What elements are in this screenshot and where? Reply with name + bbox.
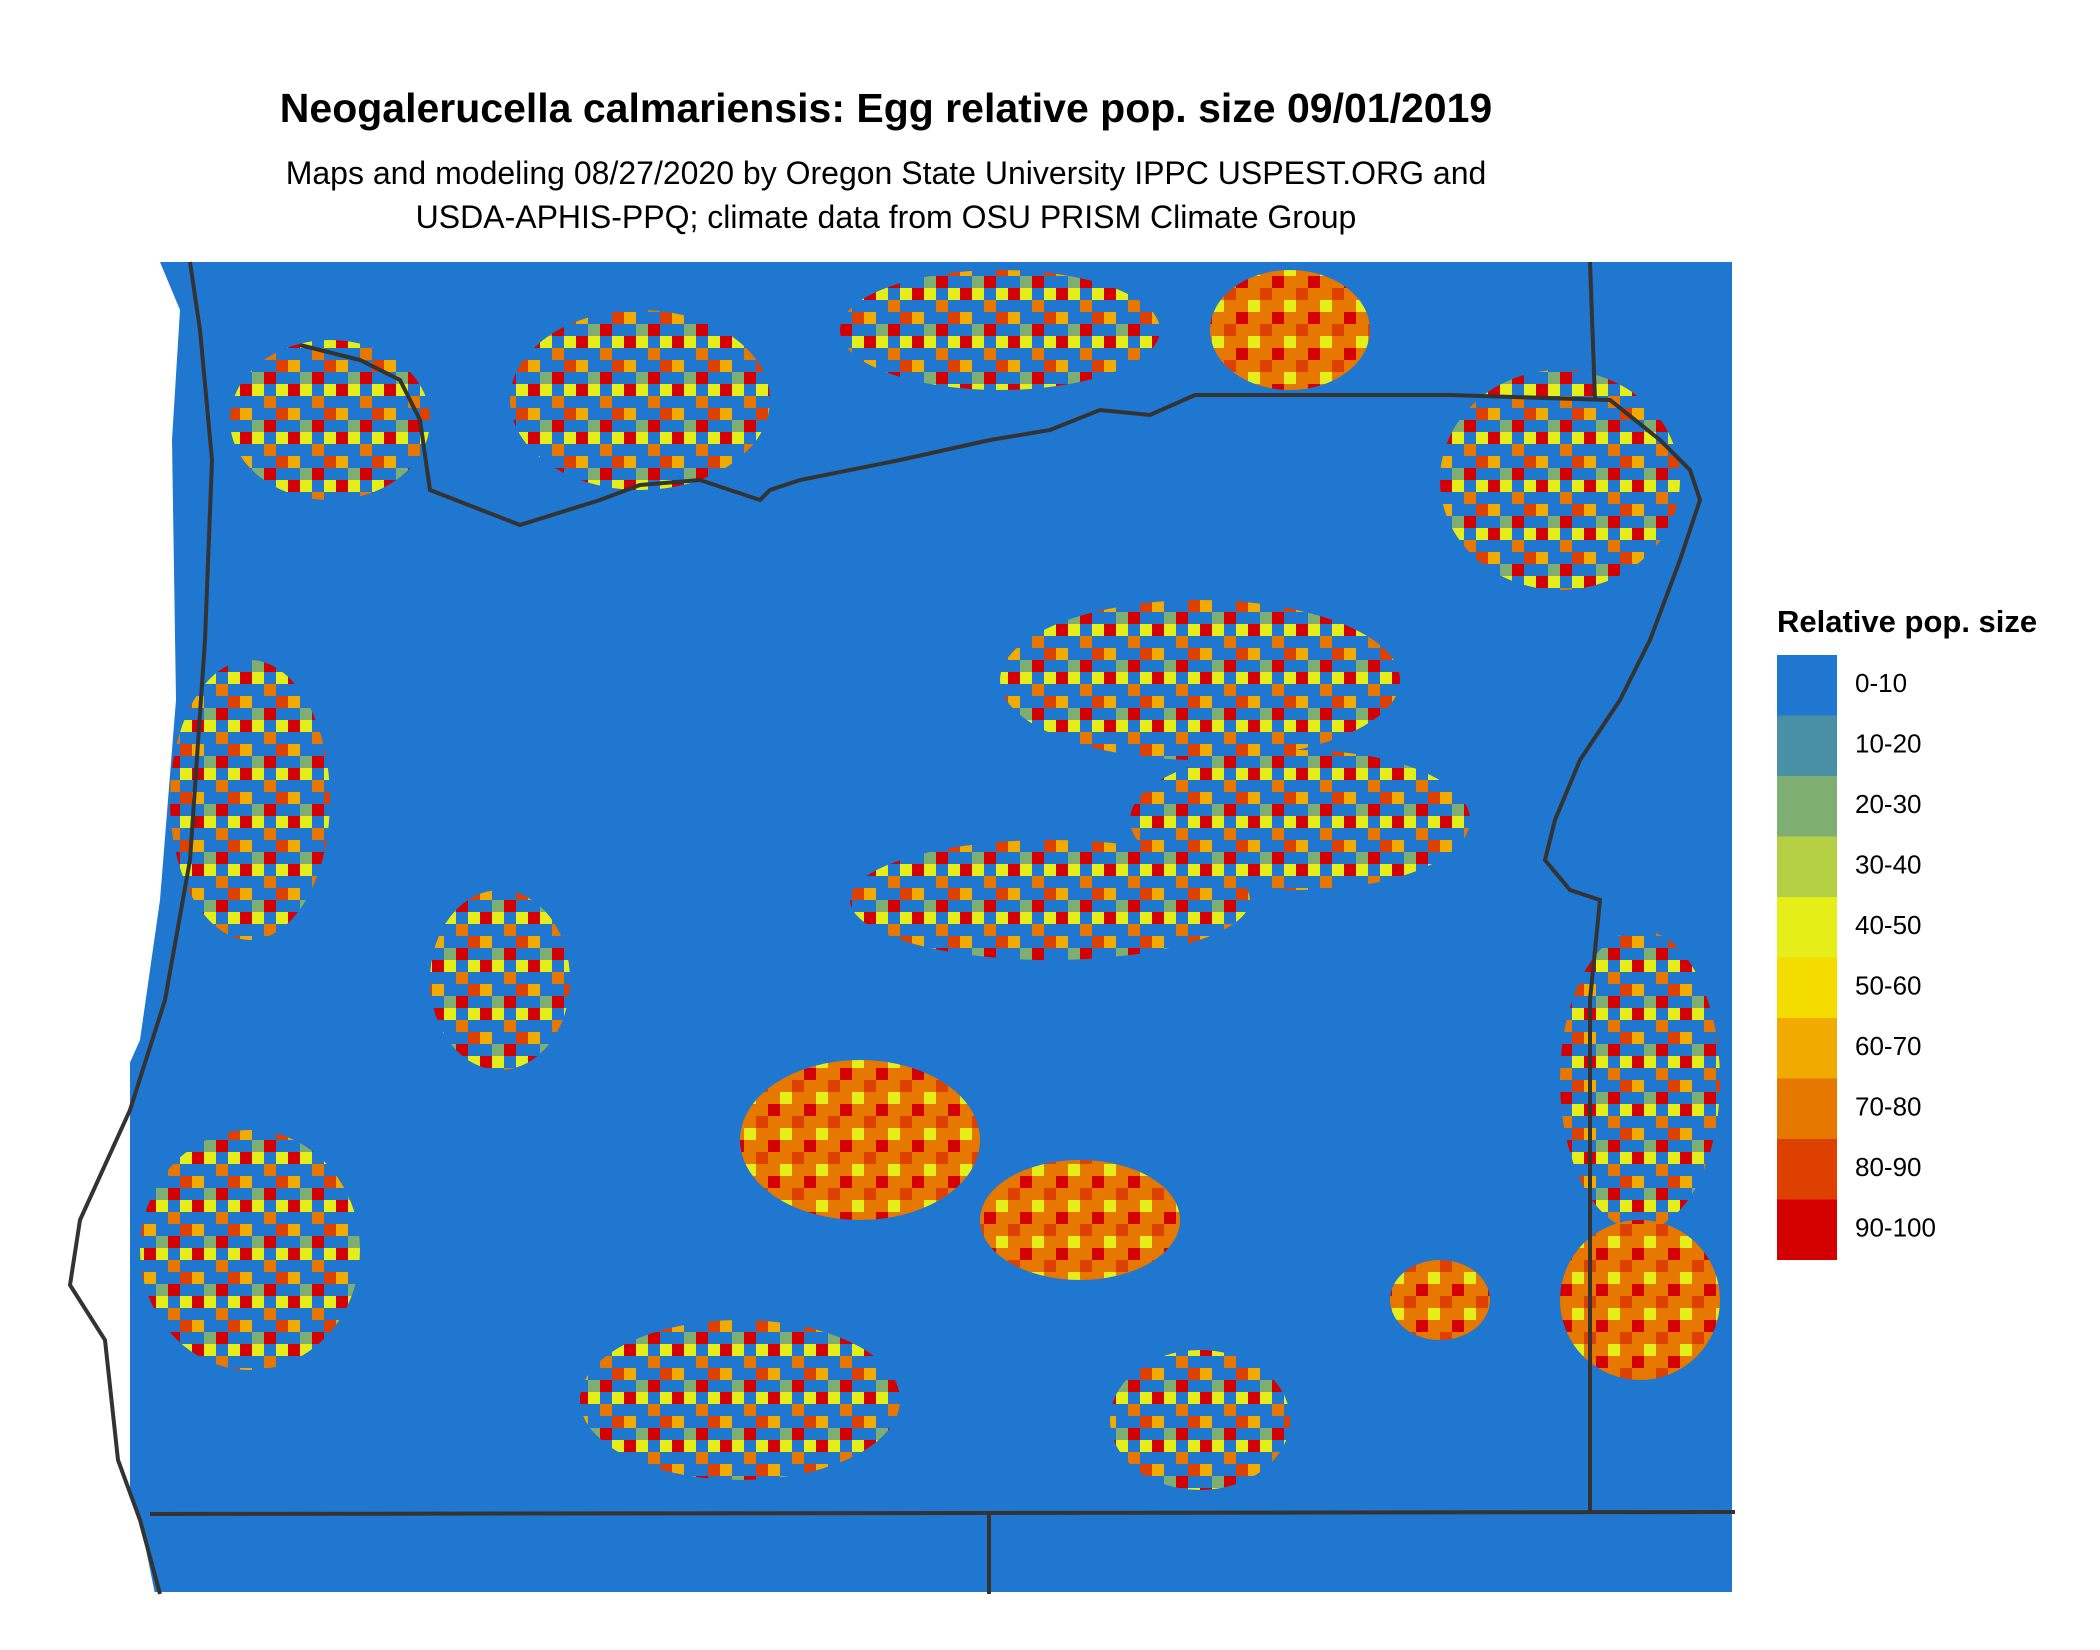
legend-label: 50-60 xyxy=(1855,970,1922,1000)
subtitle: USDA-APHIS-PPQ; climate data from OSU PR… xyxy=(416,199,1357,235)
state-border xyxy=(1588,261,1597,401)
legend-label: 70-80 xyxy=(1855,1091,1922,1121)
legend-label: 10-20 xyxy=(1855,728,1922,758)
legend-swatch xyxy=(1777,1078,1837,1139)
legend-swatch xyxy=(1777,715,1837,776)
legend-label: 60-70 xyxy=(1855,1031,1922,1061)
legend-swatch xyxy=(1777,776,1837,837)
legend-swatch xyxy=(1777,655,1837,716)
legend-label: 80-90 xyxy=(1855,1152,1922,1182)
legend: 0-10 10-20 20-30 30-40 40-50 50-60 60-70 70-80 8… xyxy=(1777,655,1936,1260)
title: Neogalerucella calmariensis: Egg relativ… xyxy=(280,85,1492,131)
legend-swatch xyxy=(1777,1018,1837,1079)
legend-swatch xyxy=(1777,1139,1837,1200)
state-border xyxy=(149,1510,1736,1516)
state-border xyxy=(67,261,215,1595)
legend-label: 40-50 xyxy=(1855,910,1922,940)
state-border xyxy=(299,343,1703,1512)
legend-title: Relative pop. size xyxy=(1777,604,2037,639)
legend-label: 20-30 xyxy=(1855,789,1922,819)
subtitle: Maps and modeling 08/27/2020 by Oregon S… xyxy=(286,155,1487,191)
legend-label: 0-10 xyxy=(1855,668,1907,698)
map xyxy=(60,261,1736,1595)
legend-swatch xyxy=(1777,1199,1837,1260)
legend-label: 30-40 xyxy=(1855,849,1922,879)
legend-label: 90-100 xyxy=(1855,1212,1936,1242)
map-patches xyxy=(140,270,1720,1490)
legend-swatch xyxy=(1777,897,1837,958)
legend-swatch xyxy=(1777,957,1837,1018)
legend-swatch xyxy=(1777,836,1837,897)
ocean-mask xyxy=(60,262,180,1594)
